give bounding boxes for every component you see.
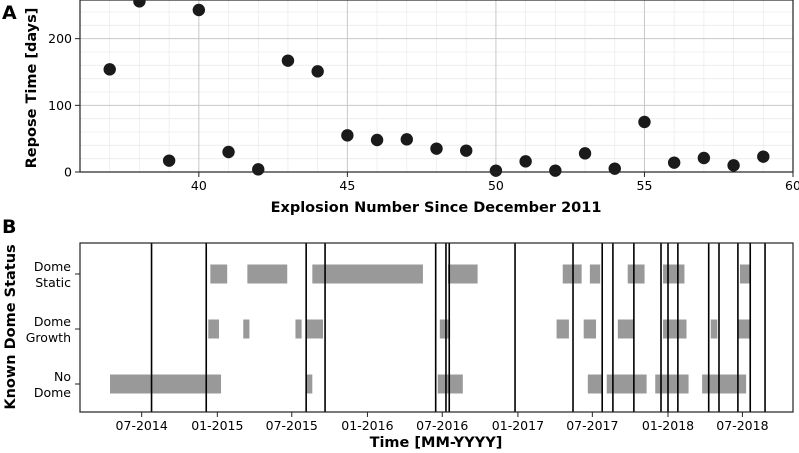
data-point (460, 144, 473, 157)
data-point (192, 3, 206, 17)
panel-b-x-axis-label: Time [MM-YYYY] (370, 435, 503, 451)
data-point (489, 164, 503, 177)
panel-a-x-tick-label: 50 (488, 178, 504, 193)
panel-a-scatter-chart: 40 45 50 55 60 0 100 200 Explosion Number Sinc… (24, 0, 799, 216)
panel-a-y-ticks: 0 100 200 (48, 31, 80, 180)
status-bar (306, 319, 324, 339)
panel-b-x-tick-label: 01-2018 (642, 418, 694, 433)
status-bar (617, 319, 634, 339)
status-bar (663, 264, 685, 284)
status-bar (627, 264, 645, 284)
panel-a-x-axis-label: Explosion Number Since December 2011 (271, 200, 602, 216)
status-bar (710, 319, 718, 339)
status-bar (448, 264, 478, 284)
status-bar (663, 319, 687, 339)
status-bar (437, 374, 463, 394)
panel-b-x-tick-label: 01-2016 (341, 418, 393, 433)
panel-b-y-tick-label-line1: Dome (34, 259, 71, 274)
panel-a-grid (79, 0, 794, 173)
data-point (281, 54, 295, 67)
status-bar (312, 264, 423, 284)
panel-b-status-bars (110, 264, 751, 394)
status-bar (110, 374, 222, 394)
data-point (370, 133, 384, 147)
panel-b-y-tick-label-line2: Growth (26, 330, 71, 345)
data-point (608, 162, 621, 175)
panel-b-x-ticks: 07-2014 01-2015 07-2015 01-2016 07-2016 01-20… (116, 412, 769, 433)
data-point (519, 155, 532, 168)
panel-a-x-tick-label: 60 (785, 178, 799, 193)
data-point (103, 63, 116, 76)
panel-b-x-tick-label: 01-2017 (492, 418, 544, 433)
data-point (549, 164, 562, 177)
panel-b-y-tick-label-line1: Dome (34, 314, 71, 329)
data-point (638, 115, 651, 129)
status-bar (589, 264, 601, 284)
panel-a-x-tick-label: 55 (637, 178, 653, 193)
panel-a-y-tick-label: 100 (48, 98, 72, 113)
panel-b-x-tick-label: 01-2015 (191, 418, 243, 433)
status-bar (306, 374, 313, 394)
status-bar (439, 319, 451, 339)
data-point (341, 129, 354, 142)
data-point (430, 142, 443, 155)
panel-b-letter: B (2, 216, 16, 238)
panel-b-x-tick-label: 07-2016 (416, 418, 468, 433)
panel-b-x-tick-label: 07-2014 (116, 418, 168, 433)
panel-a-frame (79, 0, 794, 173)
status-bar (587, 374, 603, 394)
panel-b-explosion-lines (150, 243, 766, 412)
status-bar (247, 264, 288, 284)
panel-a-y-tick-label: 200 (48, 31, 72, 46)
panel-a-points (103, 0, 770, 177)
panel-b-y-tick-label-line2: Static (35, 275, 71, 290)
status-bar (562, 264, 582, 284)
panel-b-x-tick-label: 07-2017 (566, 418, 618, 433)
status-bar (583, 319, 597, 339)
data-point (727, 159, 740, 172)
status-bar (210, 264, 228, 284)
status-bar (702, 374, 747, 394)
panel-b-frame (79, 242, 794, 413)
status-bar (655, 374, 689, 394)
panel-b-x-tick-label: 07-2018 (716, 418, 768, 433)
status-bar (739, 264, 751, 284)
panel-a-x-tick-label: 45 (339, 178, 355, 193)
data-point (133, 0, 146, 8)
data-point (757, 150, 770, 163)
status-bar (606, 374, 647, 394)
panel-a-x-ticks: 40 45 50 55 60 (191, 172, 799, 193)
data-point (667, 156, 681, 169)
panel-a-y-tick-label: 0 (64, 165, 72, 180)
data-point (222, 145, 235, 159)
data-point (252, 163, 265, 176)
panel-b-timeline-chart: 07-2014 01-2015 07-2015 01-2016 07-2016 01-20… (3, 242, 794, 451)
data-point (162, 154, 176, 167)
panel-b-y-tick-label-line2: Dome (34, 385, 71, 400)
panel-a-y-axis-label: Repose Time [days] (24, 8, 40, 169)
panel-b-y-tick-label-line1: No (54, 369, 71, 384)
panel-a-x-tick-label: 40 (191, 178, 207, 193)
data-point (697, 151, 711, 165)
data-point (578, 147, 592, 160)
status-bar (243, 319, 250, 339)
panel-b-x-tick-label: 07-2015 (266, 418, 318, 433)
panel-b-y-axis-label: Known Dome Status (3, 244, 19, 409)
status-bar (295, 319, 302, 339)
status-bar (556, 319, 569, 339)
status-bar (737, 319, 751, 339)
data-point (400, 133, 413, 146)
panel-a-letter: A (2, 2, 17, 24)
data-point (311, 65, 324, 78)
status-bar (208, 319, 219, 339)
